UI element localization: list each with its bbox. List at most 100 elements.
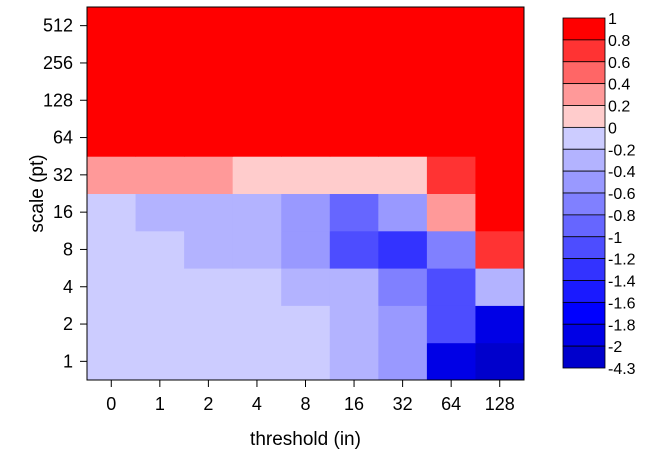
heatmap-cell (378, 305, 428, 344)
heatmap-cell (475, 118, 525, 157)
colorbar-label: 0 (608, 120, 617, 137)
x-tick-label: 8 (300, 394, 310, 414)
colorbar-swatch (562, 192, 606, 216)
heatmap-cell (232, 7, 282, 45)
heatmap-cell (232, 342, 282, 381)
heatmap-cell (378, 118, 428, 157)
heatmap-cell (135, 305, 185, 344)
colorbar-swatch (562, 323, 606, 347)
colorbar-label: -0.8 (608, 208, 636, 225)
heatmap-cell (426, 268, 476, 306)
colorbar-swatch (562, 83, 606, 106)
colorbar-swatch (562, 214, 606, 238)
heatmap-cell (329, 305, 379, 344)
y-tick-label: 512 (43, 16, 73, 36)
y-tick-label: 128 (43, 90, 73, 110)
colorbar-label: -0.6 (608, 186, 636, 203)
heatmap-cell (87, 305, 137, 344)
heatmap-cell (135, 193, 185, 232)
heatmap-cell (378, 342, 428, 381)
heatmap-cell (135, 44, 185, 83)
heatmap-cell (475, 230, 525, 269)
y-tick-label: 4 (63, 277, 73, 297)
x-tick-label: 4 (252, 394, 262, 414)
heatmap-cell (426, 193, 476, 232)
x-tick-label: 32 (393, 394, 413, 414)
heatmap-cell (232, 305, 282, 344)
heatmap-cell (281, 7, 331, 45)
heatmap-cell (184, 7, 234, 45)
heatmap-cell (329, 44, 379, 83)
heatmap-cell (426, 44, 476, 83)
heatmap-cell (87, 342, 137, 381)
colorbar-swatch (562, 280, 606, 303)
heatmap-cell (329, 193, 379, 232)
colorbar-swatch (562, 301, 606, 325)
colorbar-swatch (562, 39, 606, 63)
y-tick-label: 32 (53, 165, 73, 185)
colorbar-label: -0.2 (608, 142, 636, 159)
colorbar: 1 0.8 0.6 0.4 0.2 0 -0.2 -0.4 -0.6 -0.8 -1 -1.2 -1.4… (562, 11, 636, 378)
heatmap-cell (281, 81, 331, 120)
heatmap-cell (475, 44, 525, 83)
colorbar-label: -1.2 (608, 252, 636, 269)
heatmap-cell (475, 156, 525, 194)
colorbar-label: -1.4 (608, 274, 636, 291)
heatmap-cell (475, 305, 525, 344)
colorbar-label: -4.3 (608, 361, 636, 378)
y-tick-label: 64 (53, 128, 73, 148)
colorbar-swatch (562, 258, 606, 281)
colorbar-swatch (562, 236, 606, 260)
heatmap-cell (378, 7, 428, 45)
y-axis-title: scale (pt) (27, 154, 48, 232)
x-axis-title: threshold (in) (250, 429, 361, 450)
heatmap-cell (378, 156, 428, 194)
heatmap-cell (87, 81, 137, 120)
heatmap-cell (329, 156, 379, 194)
colorbar-label: -2 (608, 339, 622, 356)
x-tick-label: 2 (203, 394, 213, 414)
x-tick-label: 0 (106, 394, 116, 414)
heatmap-cell (184, 193, 234, 232)
heatmap-cell (232, 118, 282, 157)
heatmap-cell (232, 81, 282, 120)
colorbar-label: 0.8 (608, 33, 630, 50)
heatmap-cell (426, 230, 476, 269)
heatmap-cell (184, 44, 234, 83)
y-tick-label: 256 (43, 53, 73, 73)
colorbar-label: -1.6 (608, 295, 636, 312)
colorbar-swatch (562, 126, 606, 150)
heatmap-cell (184, 81, 234, 120)
heatmap-cell (475, 81, 525, 120)
y-tick-label: 1 (63, 351, 73, 371)
colorbar-swatch (562, 17, 606, 41)
colorbar-swatch (562, 61, 606, 85)
colorbar-label: 0.6 (608, 55, 630, 72)
heatmap-cell (475, 193, 525, 232)
colorbar-swatch (562, 170, 606, 194)
heatmap-cell (426, 305, 476, 344)
heatmap-cell (135, 268, 185, 306)
heatmap-cells (87, 7, 525, 381)
heatmap-cell (426, 118, 476, 157)
x-tick-label: 64 (441, 394, 461, 414)
colorbar-label: -1 (608, 230, 622, 247)
heatmap-cell (426, 81, 476, 120)
heatmap-cell (232, 44, 282, 83)
y-tick-label: 16 (53, 202, 73, 222)
heatmap-cell (135, 118, 185, 157)
heatmap-cell (378, 230, 428, 269)
heatmap-cell (475, 342, 525, 381)
colorbar-label: 0.2 (608, 99, 630, 116)
heatmap-cell (475, 268, 525, 306)
y-tick-label: 8 (63, 239, 73, 259)
colorbar-label: 1 (608, 11, 617, 28)
heatmap-cell (135, 81, 185, 120)
heatmap-cell (475, 7, 525, 45)
heatmap-cell (135, 342, 185, 381)
y-axis-ticks: 1 2 4 8 16 32 64 128 256 512 (43, 16, 87, 371)
colorbar-label: -0.4 (608, 164, 636, 181)
x-tick-label: 128 (485, 394, 515, 414)
colorbar-label: -1.8 (608, 317, 636, 334)
